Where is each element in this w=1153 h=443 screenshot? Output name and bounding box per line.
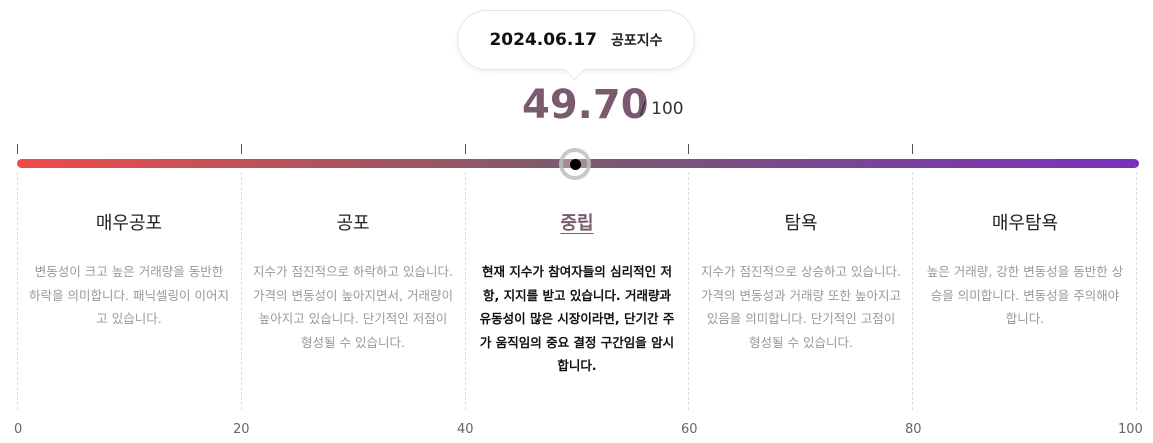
- zone-title: 탐욕: [784, 213, 818, 234]
- divider: [241, 172, 242, 410]
- divider: [912, 172, 913, 410]
- zone-title: 매우공포: [95, 213, 163, 234]
- tooltip-date: 2024.06.17: [489, 30, 597, 50]
- index-value: 49.70: [522, 82, 649, 128]
- axis-label: 0: [14, 422, 23, 437]
- zone-title: 매우탐욕: [991, 213, 1059, 234]
- axis-label: 20: [233, 422, 250, 437]
- zone-desc: 높은 거래량, 강한 변동성을 동반한 상승을 의미합니다. 변동성을 주의해야…: [926, 264, 1124, 326]
- axis-label: 100: [1118, 422, 1143, 437]
- axis-label: 40: [457, 422, 474, 437]
- zone-desc: 변동성이 크고 높은 거래량을 동반한 하락을 의미합니다. 패닉셀링이 이어지…: [29, 264, 229, 326]
- tick: [241, 144, 242, 154]
- gauge-marker: [558, 148, 591, 180]
- axis-label: 80: [905, 422, 922, 437]
- index-max: / 100: [640, 99, 684, 119]
- tick: [17, 144, 18, 154]
- tick: [465, 144, 466, 154]
- marker-dot: [569, 159, 581, 170]
- axis-label: 60: [681, 422, 698, 437]
- zone-desc: 현재 지수가 참여자들의 심리적인 저항, 지지를 받고 있습니다. 거래량과 …: [479, 264, 675, 373]
- zone-desc: 지수가 점진적으로 하락하고 있습니다. 가격의 변동성이 높아지면서, 거래량…: [253, 264, 453, 350]
- divider: [1136, 172, 1137, 410]
- tick: [912, 144, 913, 154]
- zone-desc: 지수가 점진적으로 상승하고 있습니다. 가격의 변동성과 거래량 또한 높아지…: [701, 264, 901, 350]
- zone-title: 공포: [336, 213, 370, 234]
- divider: [17, 172, 18, 410]
- tick: [688, 144, 689, 154]
- date-tooltip: 2024.06.17 공포지수: [457, 10, 695, 70]
- divider: [688, 172, 689, 410]
- tooltip-label: 공포지수: [611, 33, 663, 49]
- divider: [465, 172, 466, 410]
- zone-title: 중립: [560, 213, 594, 234]
